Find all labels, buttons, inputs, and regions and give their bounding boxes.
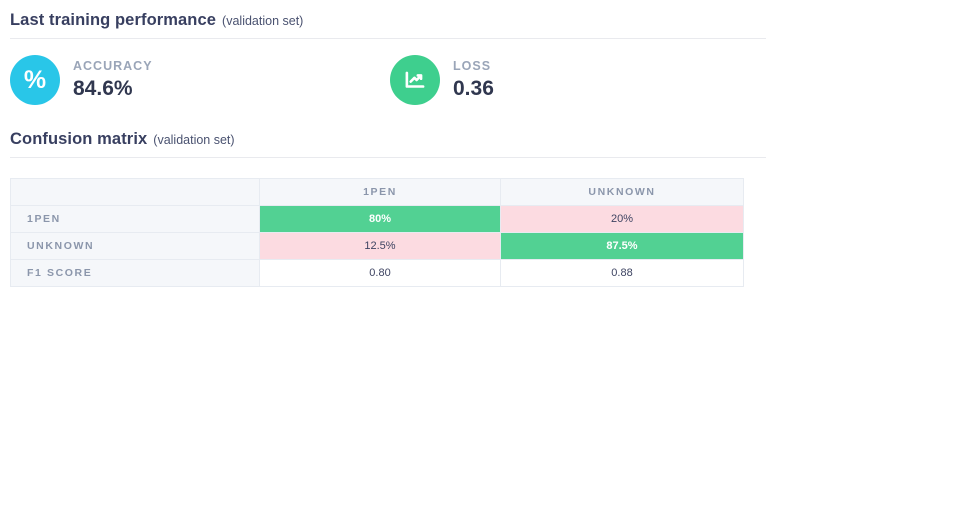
accuracy-metric: % ACCURACY 84.6%: [10, 55, 390, 105]
matrix-cell: 0.88: [500, 259, 744, 287]
matrix-row-label: F1 SCORE: [10, 259, 260, 287]
loss-label: LOSS: [453, 59, 492, 73]
metrics-row: % ACCURACY 84.6% LOSS 0.36: [0, 39, 978, 119]
matrix-cell: 87.5%: [500, 232, 744, 260]
matrix-row-label: 1PEN: [10, 205, 260, 233]
loss-value: 0.36: [453, 77, 494, 100]
confusion-section-header: Confusion matrix (validation set): [0, 119, 978, 149]
matrix-row-f1score: F1 SCORE 0.80 0.88: [10, 259, 744, 287]
section-divider: [10, 38, 766, 39]
matrix-cell: 0.80: [259, 259, 501, 287]
matrix-row-1pen: 1PEN 80% 20%: [10, 205, 744, 233]
section-divider: [10, 157, 766, 158]
matrix-column-header: 1PEN: [259, 178, 501, 206]
confusion-section-title: Confusion matrix: [10, 130, 148, 148]
matrix-cell: 12.5%: [259, 232, 501, 260]
chart-line-icon: [390, 55, 440, 105]
training-performance-section: Last training performance (validation se…: [0, 0, 978, 119]
performance-section-header: Last training performance (validation se…: [0, 0, 978, 30]
matrix-corner-cell: [10, 178, 260, 206]
confusion-matrix-table: 1PEN UNKNOWN 1PEN 80% 20% UNKNOWN 12.5% …: [10, 178, 744, 287]
matrix-column-header: UNKNOWN: [500, 178, 744, 206]
accuracy-label: ACCURACY: [73, 59, 153, 73]
matrix-cell: 20%: [500, 205, 744, 233]
confusion-matrix-section: Confusion matrix (validation set) 1PEN U…: [0, 119, 978, 287]
performance-section-subtitle: (validation set): [222, 14, 304, 28]
matrix-header-row: 1PEN UNKNOWN: [10, 178, 744, 206]
accuracy-value: 84.6%: [73, 77, 133, 100]
percent-icon: %: [10, 55, 60, 105]
performance-section-title: Last training performance: [10, 11, 217, 29]
matrix-cell: 80%: [259, 205, 501, 233]
confusion-section-subtitle: (validation set): [153, 133, 235, 147]
matrix-row-label: UNKNOWN: [10, 232, 260, 260]
matrix-row-unknown: UNKNOWN 12.5% 87.5%: [10, 232, 744, 260]
loss-metric: LOSS 0.36: [390, 55, 770, 105]
